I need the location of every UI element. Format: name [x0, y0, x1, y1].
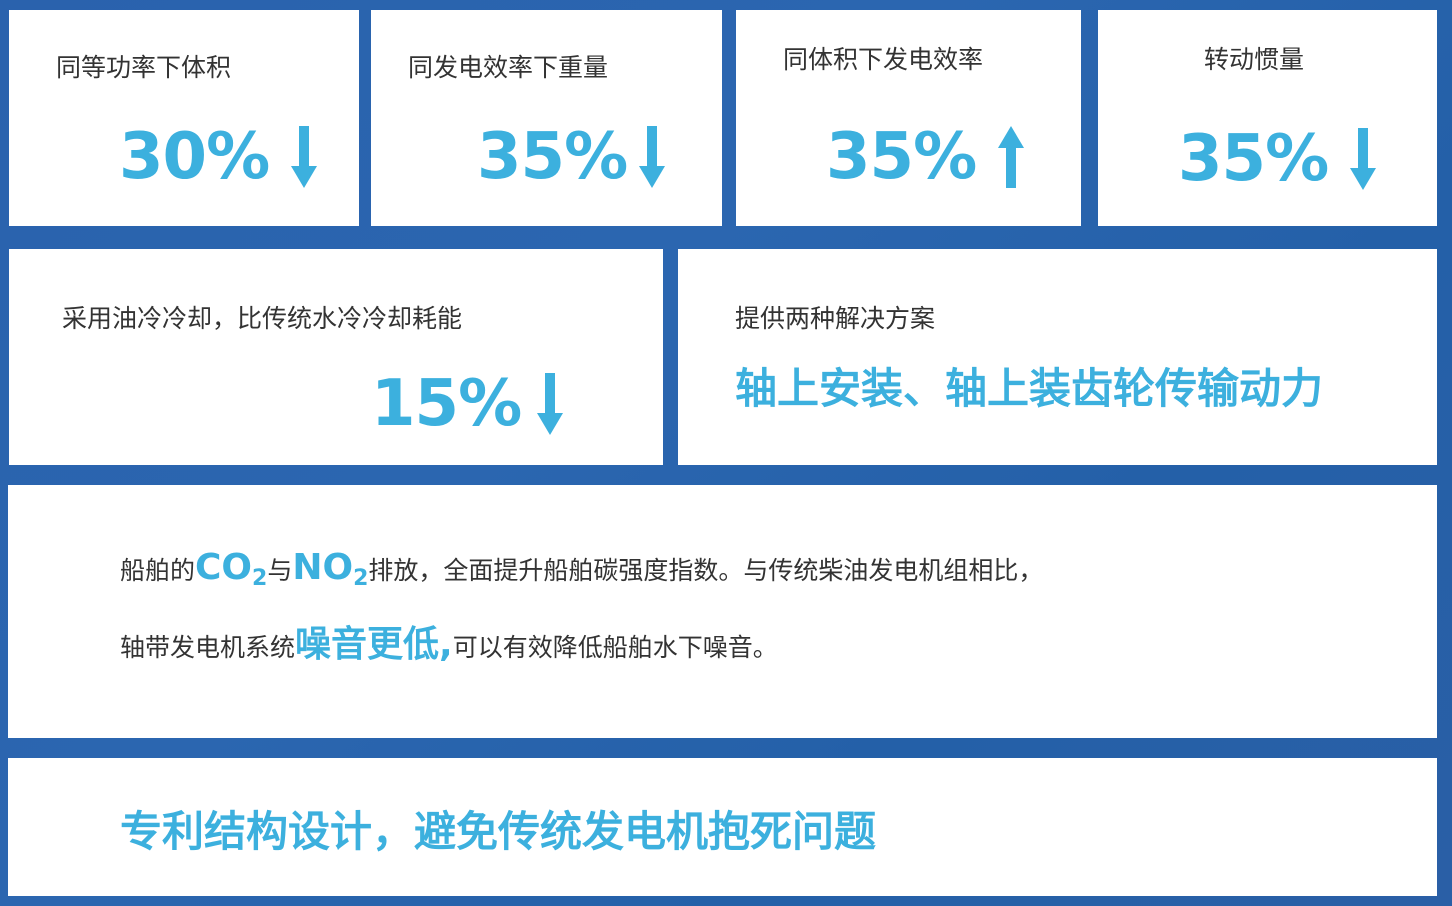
- text: 排放，全面提升船舶碳强度指数。与传统柴油发电机组相比，: [368, 556, 1044, 585]
- stat-value: 35%: [477, 120, 628, 194]
- cooling-value: 15%: [371, 367, 522, 441]
- arrow-down-icon: [537, 373, 563, 435]
- stat-value: 30%: [119, 120, 270, 194]
- emissions-card: 船舶的CO2与NO2排放，全面提升船舶碳强度指数。与传统柴油发电机组相比， 轴带…: [8, 485, 1437, 738]
- stat-value: 35%: [826, 120, 977, 194]
- text: 船舶的: [120, 556, 196, 585]
- solutions-card: 提供两种解决方案 轴上安装、轴上装齿轮传输动力: [678, 249, 1437, 465]
- patent-card: 专利结构设计，避免传统发电机抱死问题: [8, 758, 1437, 896]
- stat-label: 同体积下发电效率: [783, 45, 984, 74]
- subscript: 2: [353, 566, 369, 591]
- solutions-highlight: 轴上安装、轴上装齿轮传输动力: [735, 364, 1324, 413]
- subscript: 2: [252, 566, 268, 591]
- co-highlight: CO: [195, 547, 253, 588]
- stat-value: 35%: [1178, 122, 1329, 196]
- stat-card-inertia: 转动惯量 35%: [1098, 10, 1437, 226]
- text: 轴带发电机系统: [120, 633, 296, 662]
- stat-card-volume: 同等功率下体积 30%: [9, 10, 359, 226]
- solutions-label: 提供两种解决方案: [735, 304, 936, 333]
- arrow-down-icon: [1350, 128, 1376, 190]
- stat-label: 同发电效率下重量: [408, 53, 609, 82]
- text: 与: [267, 556, 293, 585]
- stat-label: 同等功率下体积: [56, 53, 232, 82]
- patent-text: 专利结构设计，避免传统发电机抱死问题: [120, 807, 877, 856]
- no-highlight: NO: [292, 547, 354, 588]
- emissions-line-2: 轴带发电机系统噪音更低,可以有效降低船舶水下噪音。: [120, 615, 778, 667]
- stat-label: 转动惯量: [1204, 45, 1305, 74]
- stat-card-weight: 同发电效率下重量 35%: [371, 10, 722, 226]
- arrow-down-icon: [291, 126, 317, 188]
- stat-card-efficiency: 同体积下发电效率 35%: [736, 10, 1081, 226]
- noise-highlight: 噪音更低,: [295, 624, 453, 665]
- arrow-down-icon: [639, 126, 665, 188]
- cooling-card: 采用油冷冷却，比传统水冷冷却耗能 15%: [9, 249, 663, 465]
- text: 可以有效降低船舶水下噪音。: [452, 633, 778, 662]
- cooling-label: 采用油冷冷却，比传统水冷冷却耗能: [62, 304, 463, 333]
- emissions-line-1: 船舶的CO2与NO2排放，全面提升船舶碳强度指数。与传统柴油发电机组相比，: [120, 547, 1043, 591]
- arrow-up-icon: [998, 126, 1024, 188]
